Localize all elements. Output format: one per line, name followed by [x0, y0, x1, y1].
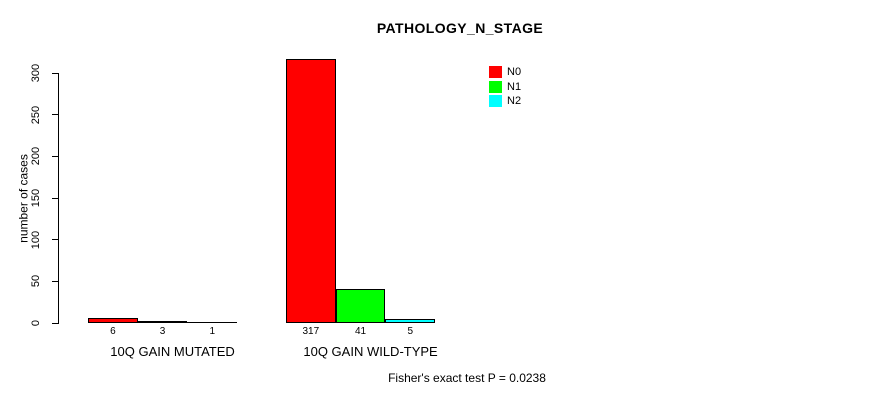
legend-swatch [489, 95, 502, 107]
y-axis-tick [52, 239, 58, 241]
bar-n1-10q-gain-wild-type [335, 288, 386, 323]
y-axis-tick [52, 155, 58, 157]
bar-n2-10q-gain-wild-type [385, 318, 436, 323]
legend-item: N1 [489, 80, 522, 93]
bar-value-label: 41 [354, 326, 367, 337]
legend-item: N2 [489, 95, 521, 107]
bar-value-label: 5 [407, 326, 414, 337]
legend-item: N0 [489, 66, 521, 78]
y-axis-tick [52, 322, 58, 324]
stat-annotation: Fisher's exact test P = 0.0238 [388, 371, 546, 385]
y-axis-tick-label: 50 [30, 275, 42, 288]
legend: N0 N1 N2 [489, 66, 521, 110]
y-axis-tick-label: 250 [30, 105, 42, 124]
bar-n0-10q-gain-wild-type [286, 58, 336, 323]
y-axis-tick-label: 100 [30, 230, 42, 249]
x-axis-group-label: 10Q GAIN MUTATED [110, 344, 235, 359]
legend-label: N2 [507, 95, 522, 107]
legend-label: N0 [507, 66, 522, 78]
bar-n2-10q-gain-mutated [187, 322, 238, 323]
y-axis-title: number of cases [16, 154, 31, 243]
y-axis-tick-label: 0 [30, 319, 42, 327]
bar-value-label: 3 [159, 326, 166, 337]
y-axis-tick-label: 200 [30, 147, 42, 166]
bar-value-label: 6 [110, 326, 116, 337]
legend-label: N1 [507, 80, 522, 93]
bar-n1-10q-gain-mutated [137, 320, 188, 323]
x-axis-group-label: 10Q GAIN WILD-TYPE [303, 344, 438, 359]
y-axis-line [58, 73, 59, 324]
y-axis-tick [52, 280, 58, 282]
y-axis-tick-label: 300 [30, 63, 42, 83]
legend-swatch [489, 80, 502, 93]
bar-n0-10q-gain-mutated [88, 318, 138, 323]
y-axis-tick [52, 72, 58, 74]
y-axis-tick [52, 197, 58, 199]
legend-swatch [489, 66, 502, 78]
bar-value-label: 1 [209, 326, 216, 337]
y-axis-tick-label: 150 [30, 188, 42, 208]
bar-value-label: 317 [302, 326, 320, 337]
y-axis-tick [52, 114, 58, 116]
chart-title: PATHOLOGY_N_STAGE [376, 20, 544, 36]
